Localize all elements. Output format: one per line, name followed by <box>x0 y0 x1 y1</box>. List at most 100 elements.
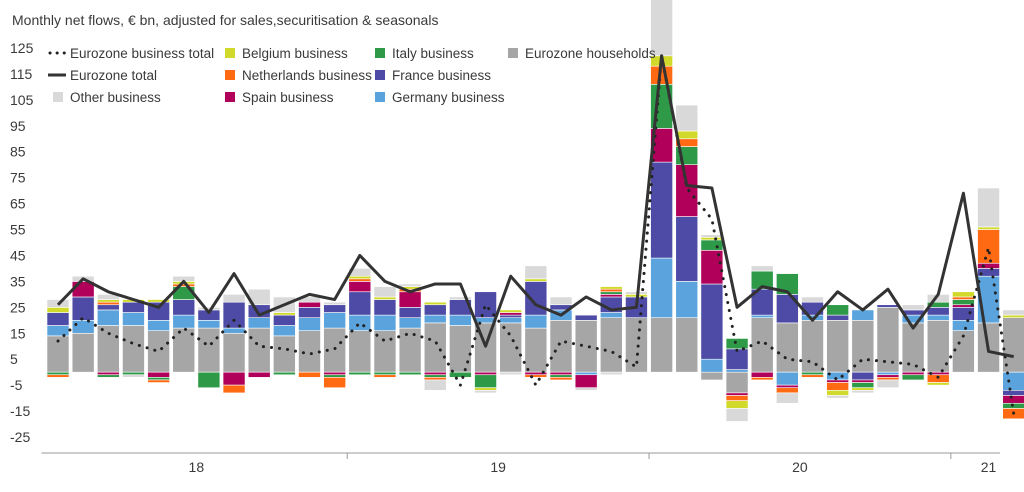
bar-stack-2020-10 <box>876 304 900 389</box>
bar-spain-business <box>549 371 573 376</box>
legend-item-other-business: Other business <box>53 90 161 105</box>
bar-netherlands-business <box>222 384 246 394</box>
bar-belgium-business <box>423 301 447 306</box>
bar-other-business <box>97 294 120 300</box>
bar-other-business <box>524 265 548 280</box>
bar-france-business <box>876 304 900 308</box>
bar-netherlands-business <box>46 374 70 378</box>
bar-belgium-business <box>926 382 950 386</box>
bar-eurozone-households <box>499 322 523 373</box>
bar-france-business <box>273 314 296 326</box>
bar-netherlands-business <box>599 288 623 293</box>
legend-label: Eurozone households <box>525 46 656 61</box>
bar-netherlands-business <box>298 371 321 378</box>
bar-france-business <box>46 312 70 326</box>
bar-stack-2019-10 <box>574 314 598 391</box>
bar-stack-2020-03 <box>700 234 724 381</box>
bar-germany-business <box>197 319 221 329</box>
bar-italy-business <box>851 382 875 389</box>
bar-netherlands-business <box>725 395 749 402</box>
y-tick-label: 45 <box>10 247 26 263</box>
bar-spain-business <box>423 371 447 376</box>
bar-eurozone-households <box>449 325 472 373</box>
bar-netherlands-business <box>801 374 824 378</box>
legend-label: France business <box>392 68 491 83</box>
bar-belgium-business <box>851 387 875 391</box>
bar-spain-business <box>901 371 925 376</box>
bar-other-business <box>700 234 724 238</box>
bar-germany-business <box>122 312 145 326</box>
bar-stack-2018-11 <box>298 296 321 378</box>
legend-item-eurozone-households: Eurozone households <box>508 46 656 61</box>
bar-spain-business <box>323 371 346 376</box>
bar-belgium-business <box>952 291 975 298</box>
bar-germany-business <box>952 319 975 331</box>
legend-item-italy-business: Italy business <box>375 46 474 61</box>
bar-eurozone-households <box>599 317 623 373</box>
bar-stack-2018-09 <box>247 288 271 378</box>
bar-germany-business <box>348 314 372 331</box>
bar-italy-business <box>549 374 573 378</box>
bar-stack-2020-09 <box>851 309 875 394</box>
bar-belgium-business <box>499 309 523 313</box>
bar-eurozone-households <box>700 371 724 381</box>
bar-france-business <box>675 216 699 282</box>
bar-spain-business <box>348 281 372 293</box>
bar-germany-business <box>574 371 598 376</box>
bar-belgium-business <box>147 299 170 303</box>
line-eurozone-total <box>56 54 1015 359</box>
bar-stack-2019-01 <box>348 268 372 376</box>
bar-belgium-business <box>599 286 623 290</box>
bar-germany-business <box>398 317 422 329</box>
bar-other-business <box>122 374 145 378</box>
bar-germany-business <box>298 317 321 331</box>
bar-france-business <box>71 296 95 321</box>
bar-france-business <box>725 348 749 370</box>
bar-netherlands-business <box>977 229 1000 264</box>
bar-other-business <box>599 371 623 376</box>
bar-italy-business <box>801 371 824 376</box>
bar-stack-2020-02 <box>675 104 699 373</box>
bar-eurozone-households <box>801 319 824 373</box>
bar-eurozone-households <box>625 317 648 373</box>
bar-italy-business <box>901 374 925 381</box>
bar-belgium-business <box>97 299 120 303</box>
bar-netherlands-business <box>549 377 573 381</box>
bar-germany-business <box>499 317 523 324</box>
bar-spain-business <box>826 379 849 383</box>
bar-other-business <box>474 390 497 394</box>
bar-stack-2019-11 <box>599 286 623 376</box>
legend-label: Netherlands business <box>242 68 372 83</box>
bar-france-business <box>826 314 849 321</box>
bar-belgium-business <box>826 390 849 396</box>
legend-label: Eurozone total <box>70 68 157 83</box>
bar-other-business <box>423 379 447 391</box>
bar-italy-business <box>398 371 422 376</box>
bar-spain-business <box>776 384 799 389</box>
bar-germany-business <box>46 325 70 337</box>
bar-stack-2020-08 <box>826 304 849 399</box>
bar-netherlands-business <box>97 301 120 306</box>
bar-germany-business <box>449 314 472 326</box>
y-tick-label: 95 <box>10 118 26 134</box>
bar-germany-business <box>423 314 447 324</box>
y-tick-label: 125 <box>10 40 34 56</box>
bar-spain-business <box>725 392 749 396</box>
bar-eurozone-households <box>901 322 925 373</box>
bar-stack-2018-02 <box>71 275 95 373</box>
bar-spain-business <box>599 294 623 298</box>
bar-stack-2018-07 <box>197 307 221 389</box>
y-tick-label: 5 <box>10 351 18 367</box>
bar-spain-business <box>398 291 422 308</box>
bar-germany-business <box>876 371 900 376</box>
bar-italy-business <box>373 371 397 376</box>
bar-belgium-business <box>524 278 548 282</box>
bar-stack-2020-12 <box>926 294 950 386</box>
legend-swatch <box>225 48 235 58</box>
bar-france-business <box>1002 390 1024 396</box>
bar-france-business <box>298 307 321 318</box>
bar-eurozone-households <box>826 319 849 373</box>
bar-germany-business <box>926 314 950 321</box>
bar-france-business <box>172 299 196 316</box>
bar-eurozone-households <box>222 332 246 373</box>
